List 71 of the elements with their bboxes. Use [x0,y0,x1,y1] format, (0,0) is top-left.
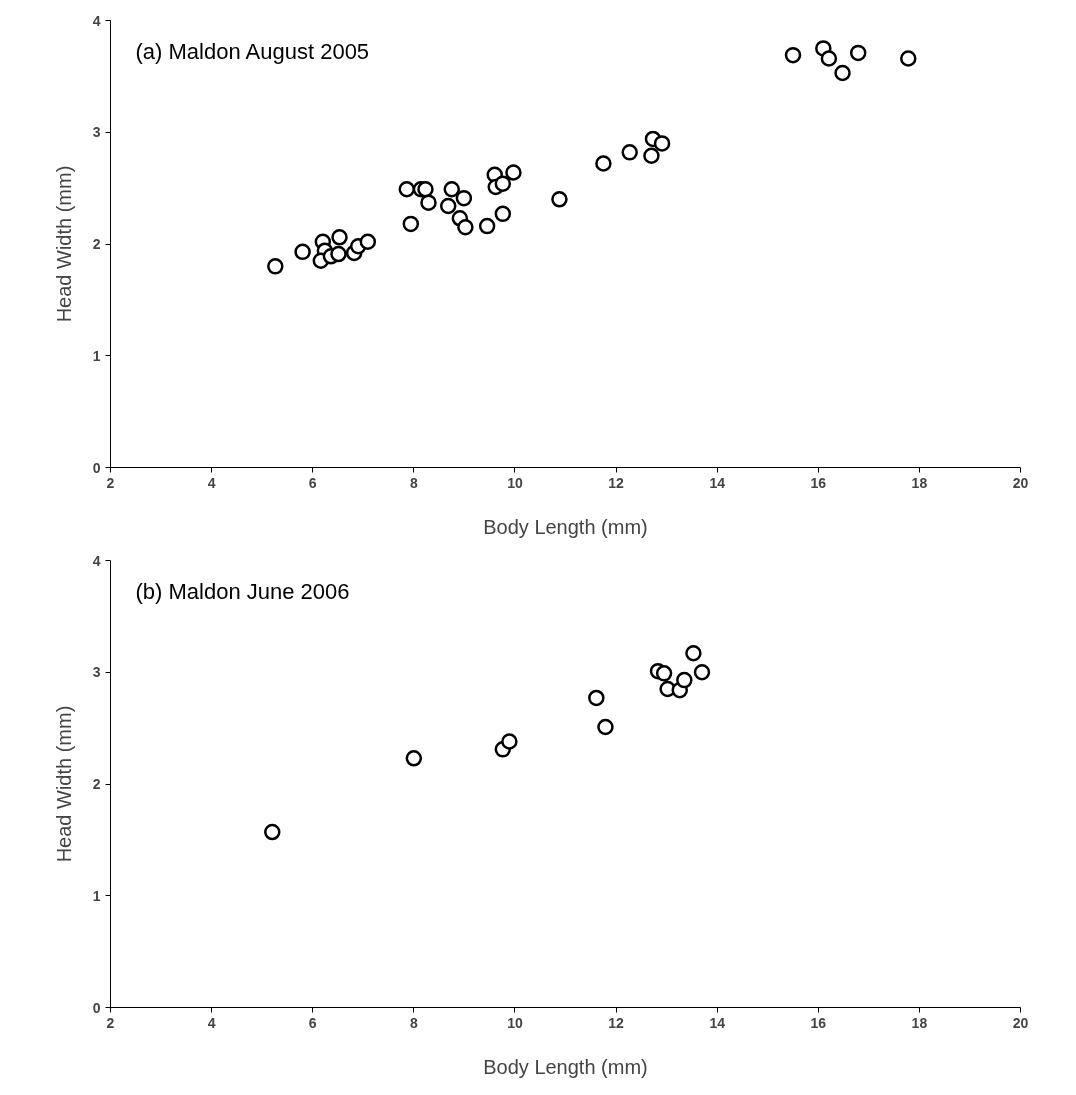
x-tick-label: 4 [207,474,216,491]
text: (a) Maldon August 2005 [135,38,370,64]
x-tick-label: 6 [308,1014,317,1031]
x-tick-label: 12 [608,1014,625,1031]
point [505,164,522,181]
x-axis-title: Body Length (mm) [483,1055,648,1078]
point [267,258,284,275]
x-tick-label: 2 [106,474,115,491]
y-tick-label: 1 [92,347,101,364]
x-tick-label: 14 [709,474,726,491]
point [676,671,693,689]
point [439,197,457,215]
point [900,50,917,67]
point [588,689,605,707]
point [264,823,281,841]
point [330,245,347,263]
point [820,50,838,67]
x-tick-label: 18 [911,474,928,491]
point [655,665,673,682]
y-tick-label: 1 [92,887,101,904]
point [653,135,671,152]
y-tick-label: 4 [92,12,101,29]
x-tick-label: 20 [1012,474,1029,491]
point [443,181,460,198]
y-tick-label: 2 [92,236,101,252]
point [621,144,638,161]
point [494,175,512,192]
point [478,217,496,235]
point [643,147,660,164]
y-tick-label: 0 [92,459,101,476]
y-tick-label: 3 [92,664,101,681]
x-tick-label: 4 [207,1014,216,1031]
point [457,219,474,236]
point [494,205,512,223]
point [398,181,416,198]
point [849,44,867,62]
x-tick-label: 2 [106,1014,115,1031]
y-axis-title: Head Width (mm) [52,165,75,323]
point [597,718,614,736]
x-tick-label: 8 [409,1014,418,1031]
x-tick-label: 20 [1012,1014,1029,1031]
point [402,215,420,233]
x-tick-label: 12 [608,474,625,491]
x-tick-label: 10 [507,1014,523,1031]
y-tick-label: 3 [92,124,101,141]
x-tick-label: 16 [810,1014,827,1031]
y-tick-label: 4 [92,552,101,569]
point [685,645,702,662]
point [693,664,711,681]
point [359,233,377,250]
point [331,229,348,246]
y-tick-label: 0 [92,999,101,1016]
x-tick-label: 14 [709,1014,726,1031]
x-axis-title: Body Length (mm) [483,515,648,538]
x-tick-label: 16 [810,474,827,491]
y-tick-label: 2 [92,776,101,792]
x-tick-label: 6 [308,474,317,491]
x-tick-label: 8 [409,474,418,491]
point [784,46,802,64]
point [405,750,423,767]
text: (b) Maldon June 2006 [135,578,350,604]
point [551,191,568,208]
point [834,64,851,82]
point [595,155,612,172]
point [294,243,311,261]
point [420,194,437,211]
x-tick-label: 10 [507,474,523,491]
point [501,733,518,750]
x-tick-label: 18 [911,1014,928,1031]
y-axis-title: Head Width (mm) [52,705,75,863]
point [455,189,473,207]
